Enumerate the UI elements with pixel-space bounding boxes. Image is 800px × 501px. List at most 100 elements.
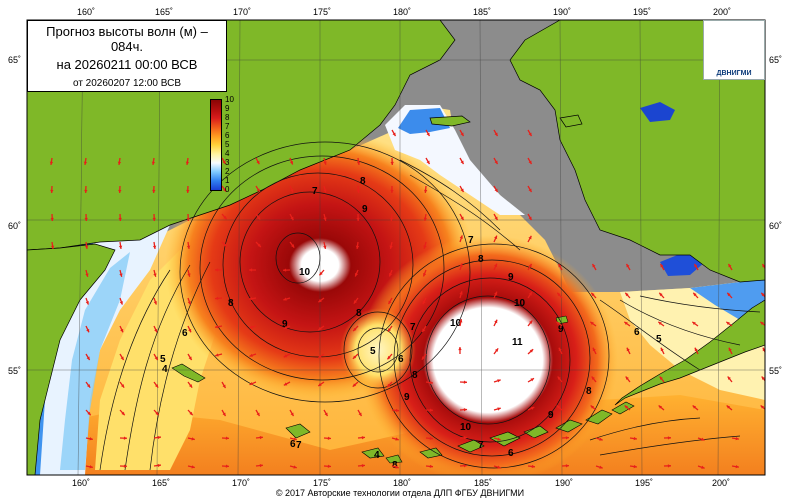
contour-label: 11 [512,337,523,348]
contour-label: 8 [478,254,484,265]
wave-direction-arrow [255,463,264,468]
wave-direction-arrow [289,157,294,165]
longitude-labels-top: 160˚ 165˚ 170˚ 175˚ 180˚ 185˚ 190˚ 195˚ … [77,7,731,17]
wave-direction-arrow [323,436,332,440]
wave-direction-arrow [657,321,665,327]
wave-direction-arrow [731,464,740,469]
wave-direction-arrow [215,353,223,357]
wave-direction-arrow [221,464,230,468]
lon-label: 160˚ [72,478,90,488]
west-coastal-cyan [60,252,130,470]
lon-label: 160˚ [77,7,95,17]
wave-direction-arrow [85,465,93,469]
wave-direction-arrow [493,291,498,299]
wave-direction-arrow [626,347,631,355]
contour-label: 9 [404,392,410,403]
wave-direction-arrow [248,268,257,272]
wave-direction-arrow [323,409,329,417]
wave-direction-arrow [527,263,533,271]
wave-direction-arrow [697,437,705,441]
wave-direction-arrow [85,353,91,361]
wave-direction-arrow [187,437,195,441]
wave-direction-arrow [459,464,468,468]
wave-direction-arrow [527,235,532,243]
wave-direction-arrow [493,437,501,441]
wave-direction-arrow [85,381,91,389]
wave-direction-arrow [728,347,733,355]
contour-label: 5 [656,334,662,345]
contour-label: 6 [290,439,296,450]
wave-direction-arrow [592,347,597,355]
wave-direction-arrow [458,346,462,355]
lat-label: 60˚ [8,221,21,231]
wave-direction-arrow [759,321,765,327]
wave-direction-arrow [391,437,399,441]
colorbar-tick: 4 [225,149,230,158]
wave-direction-arrow [355,241,360,250]
wave-direction-arrow [221,436,230,440]
colorbar-tick: 6 [225,131,230,140]
contour-label: 9 [282,319,288,330]
wave-direction-arrow [153,269,157,277]
wave-direction-arrow [527,129,533,137]
contour-label: 6 [634,327,640,338]
wave-direction-arrow [591,263,597,271]
map-title-box: Прогноз высоты волн (м) – 084ч. на 20260… [27,20,227,92]
lon-label: 175˚ [313,478,331,488]
wave-direction-arrow [493,347,499,355]
wave-direction-arrow [289,409,295,417]
wave-direction-arrow [459,129,465,137]
land-alaska-peninsula [614,299,765,406]
wave-direction-arrow [493,465,501,469]
wave-direction-arrow [557,263,563,271]
wave-direction-arrow [84,213,88,222]
contour-label: 7 [468,235,474,246]
wave-direction-arrow [660,347,665,355]
wave-direction-arrow [255,409,261,417]
wave-direction-arrow [323,464,332,468]
contour-label: 9 [548,410,554,421]
wave-direction-arrow [459,319,463,327]
wave-direction-arrow [561,464,570,468]
lat-label: 55˚ [8,366,21,376]
land-st-lawrence [429,115,471,127]
colorbar-tick: 9 [225,104,230,113]
contour-label: 6 [508,448,514,459]
wave-direction-arrow [118,185,122,194]
wave-direction-arrow [459,185,465,193]
wave-direction-arrow [624,405,631,411]
title-line-1b: 084ч. [110,39,144,54]
wave-direction-arrow [85,269,89,277]
wave-direction-arrow [623,321,631,327]
wave-direction-arrow [186,185,190,194]
wave-direction-arrow [556,292,563,299]
contour-label: 9 [362,204,368,215]
wave-direction-arrow [186,213,190,222]
contour-label: 8 [356,308,362,319]
wave-direction-arrow [153,297,157,305]
contour-label: 9 [508,272,514,283]
wave-direction-arrow [187,269,191,277]
wave-direction-arrow [352,325,359,332]
wave-direction-arrow [221,381,227,389]
wave-direction-arrow [493,185,499,193]
wave-direction-arrow [389,241,393,249]
wave-direction-arrow [289,213,294,221]
lon-label: 170˚ [232,478,250,488]
wave-direction-arrow [731,436,740,441]
wave-direction-arrow [527,213,533,221]
wave-direction-arrow [353,297,359,305]
wave-direction-arrow [390,157,394,166]
wave-direction-arrow [84,185,88,194]
wave-direction-arrow [83,157,88,166]
wave-direction-arrow [459,436,468,440]
wave-direction-arrow [493,263,498,271]
wave-direction-arrow [85,437,93,441]
wave-direction-arrow [527,157,533,165]
wave-direction-arrow [625,263,631,271]
wave-direction-arrow [50,185,54,194]
wave-direction-arrow [221,213,228,220]
contour-label: 7 [410,322,416,333]
wave-direction-arrow [317,381,325,387]
wave-direction-arrow [493,157,499,165]
